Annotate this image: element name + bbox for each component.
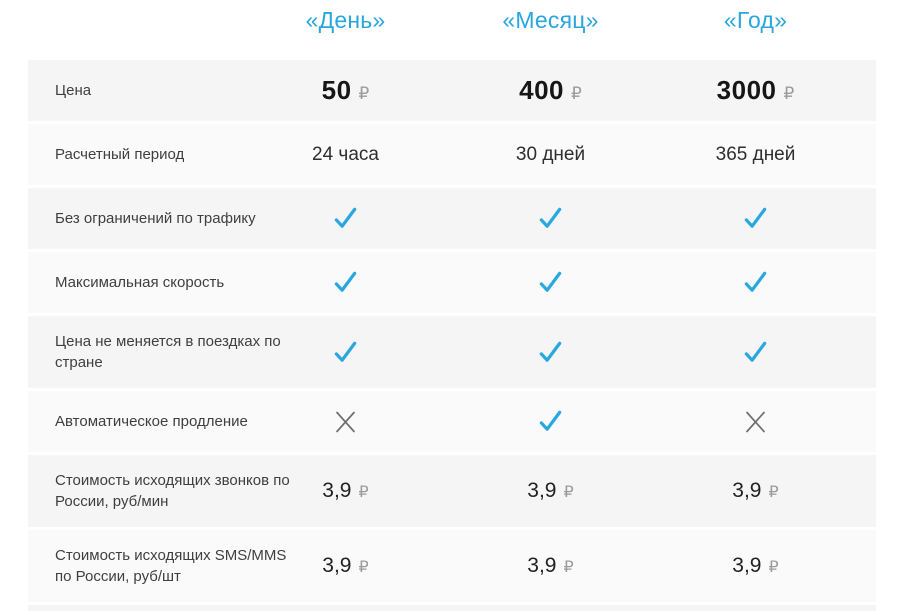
check-cell <box>448 409 653 434</box>
ruble-sign: ₽ <box>563 557 574 576</box>
check-cell <box>448 270 653 295</box>
check-cell <box>653 270 858 295</box>
ruble-sign: ₽ <box>768 557 779 576</box>
cell-value: 365 дней <box>715 143 796 165</box>
table-rows: Цена 50 ₽400 ₽3000 ₽ Расчетный период 24 часа 3… <box>28 60 876 602</box>
row-label: Расчетный период <box>55 146 185 163</box>
table-row: Цена не меняется в поездках по стране <box>28 316 876 388</box>
table-row: Стоимость исходящих звонков по России, р… <box>28 455 876 527</box>
check-icon <box>744 207 767 228</box>
check-cell <box>448 206 653 231</box>
cell-value: 30 дней <box>515 143 586 165</box>
check-icon <box>334 207 357 228</box>
ruble-sign: ₽ <box>563 482 574 501</box>
column-header-year[interactable]: «Год» <box>723 7 788 33</box>
check-icon <box>539 341 562 362</box>
tariff-comparison-table: «День» «Месяц» «Год» Цена 50 ₽400 ₽3000 ₽ Рас… <box>28 0 876 611</box>
cross-icon <box>336 411 355 432</box>
table-row: Цена 50 ₽400 ₽3000 ₽ <box>28 60 876 121</box>
value-cell: 3,9 ₽ <box>653 479 858 503</box>
ruble-sign: ₽ <box>358 482 369 501</box>
check-cell <box>448 340 653 365</box>
table-row: Автоматическое продление <box>28 391 876 452</box>
table-row: Максимальная скорость <box>28 252 876 313</box>
value-cell: 3,9 ₽ <box>448 554 653 578</box>
check-cell <box>243 206 448 231</box>
value-cell: 400 ₽ <box>448 75 653 106</box>
row-label: Стоимость исходящих звонков по России, р… <box>55 472 290 510</box>
ruble-sign: ₽ <box>358 557 369 576</box>
check-cell <box>243 270 448 295</box>
row-label: Стоимость исходящих SMS/MMS по России, р… <box>55 547 287 585</box>
next-row-partial <box>28 605 876 611</box>
ruble-sign: ₽ <box>571 84 582 104</box>
table-row: Стоимость исходящих SMS/MMS по России, р… <box>28 530 876 602</box>
check-cell <box>243 340 448 365</box>
cell-value: 50 <box>321 75 352 105</box>
cell-value: 3,9 <box>732 554 762 577</box>
value-cell: 3,9 ₽ <box>243 479 448 503</box>
column-header-month[interactable]: «Месяц» <box>502 7 599 33</box>
cross-cell <box>653 410 858 434</box>
cell-value: 3,9 <box>527 479 557 502</box>
cell-value: 3,9 <box>527 554 557 577</box>
table-header-row: «День» «Месяц» «Год» <box>28 0 876 60</box>
check-icon <box>744 271 767 292</box>
row-label: Максимальная скорость <box>55 274 225 291</box>
ruble-sign: ₽ <box>358 84 370 104</box>
value-cell: 3000 ₽ <box>653 75 858 106</box>
cell-value: 3000 <box>716 75 777 105</box>
value-cell: 3,9 ₽ <box>448 479 653 503</box>
cell-value: 24 часа <box>312 143 379 165</box>
row-label: Без ограничений по трафику <box>55 210 256 227</box>
value-cell: 50 ₽ <box>243 75 448 106</box>
value-cell: 3,9 ₽ <box>653 554 858 578</box>
check-icon <box>539 410 562 431</box>
cell-value: 3,9 <box>322 479 352 502</box>
check-icon <box>334 271 357 292</box>
ruble-sign: ₽ <box>768 482 779 501</box>
cross-cell <box>243 410 448 434</box>
cell-value: 3,9 <box>732 479 762 502</box>
value-cell: 3,9 ₽ <box>243 554 448 578</box>
check-icon <box>334 341 357 362</box>
value-cell: 24 часа <box>243 144 448 166</box>
column-header-day[interactable]: «День» <box>305 7 386 33</box>
value-cell: 30 дней <box>448 144 653 166</box>
cell-value: 3,9 <box>322 554 352 577</box>
check-cell <box>653 206 858 231</box>
table-row: Без ограничений по трафику <box>28 188 876 249</box>
cross-icon <box>746 411 765 432</box>
value-cell: 365 дней <box>653 144 858 166</box>
ruble-sign: ₽ <box>783 84 795 104</box>
check-cell <box>653 340 858 365</box>
check-icon <box>539 207 562 228</box>
check-icon <box>744 341 767 362</box>
check-icon <box>539 271 562 292</box>
row-label: Цена <box>55 82 92 99</box>
table-row: Расчетный период 24 часа 30 дней 365 дней <box>28 124 876 185</box>
cell-value: 400 <box>519 75 565 105</box>
row-label: Цена не меняется в поездках по стране <box>55 333 281 371</box>
row-label: Автоматическое продление <box>55 413 248 430</box>
